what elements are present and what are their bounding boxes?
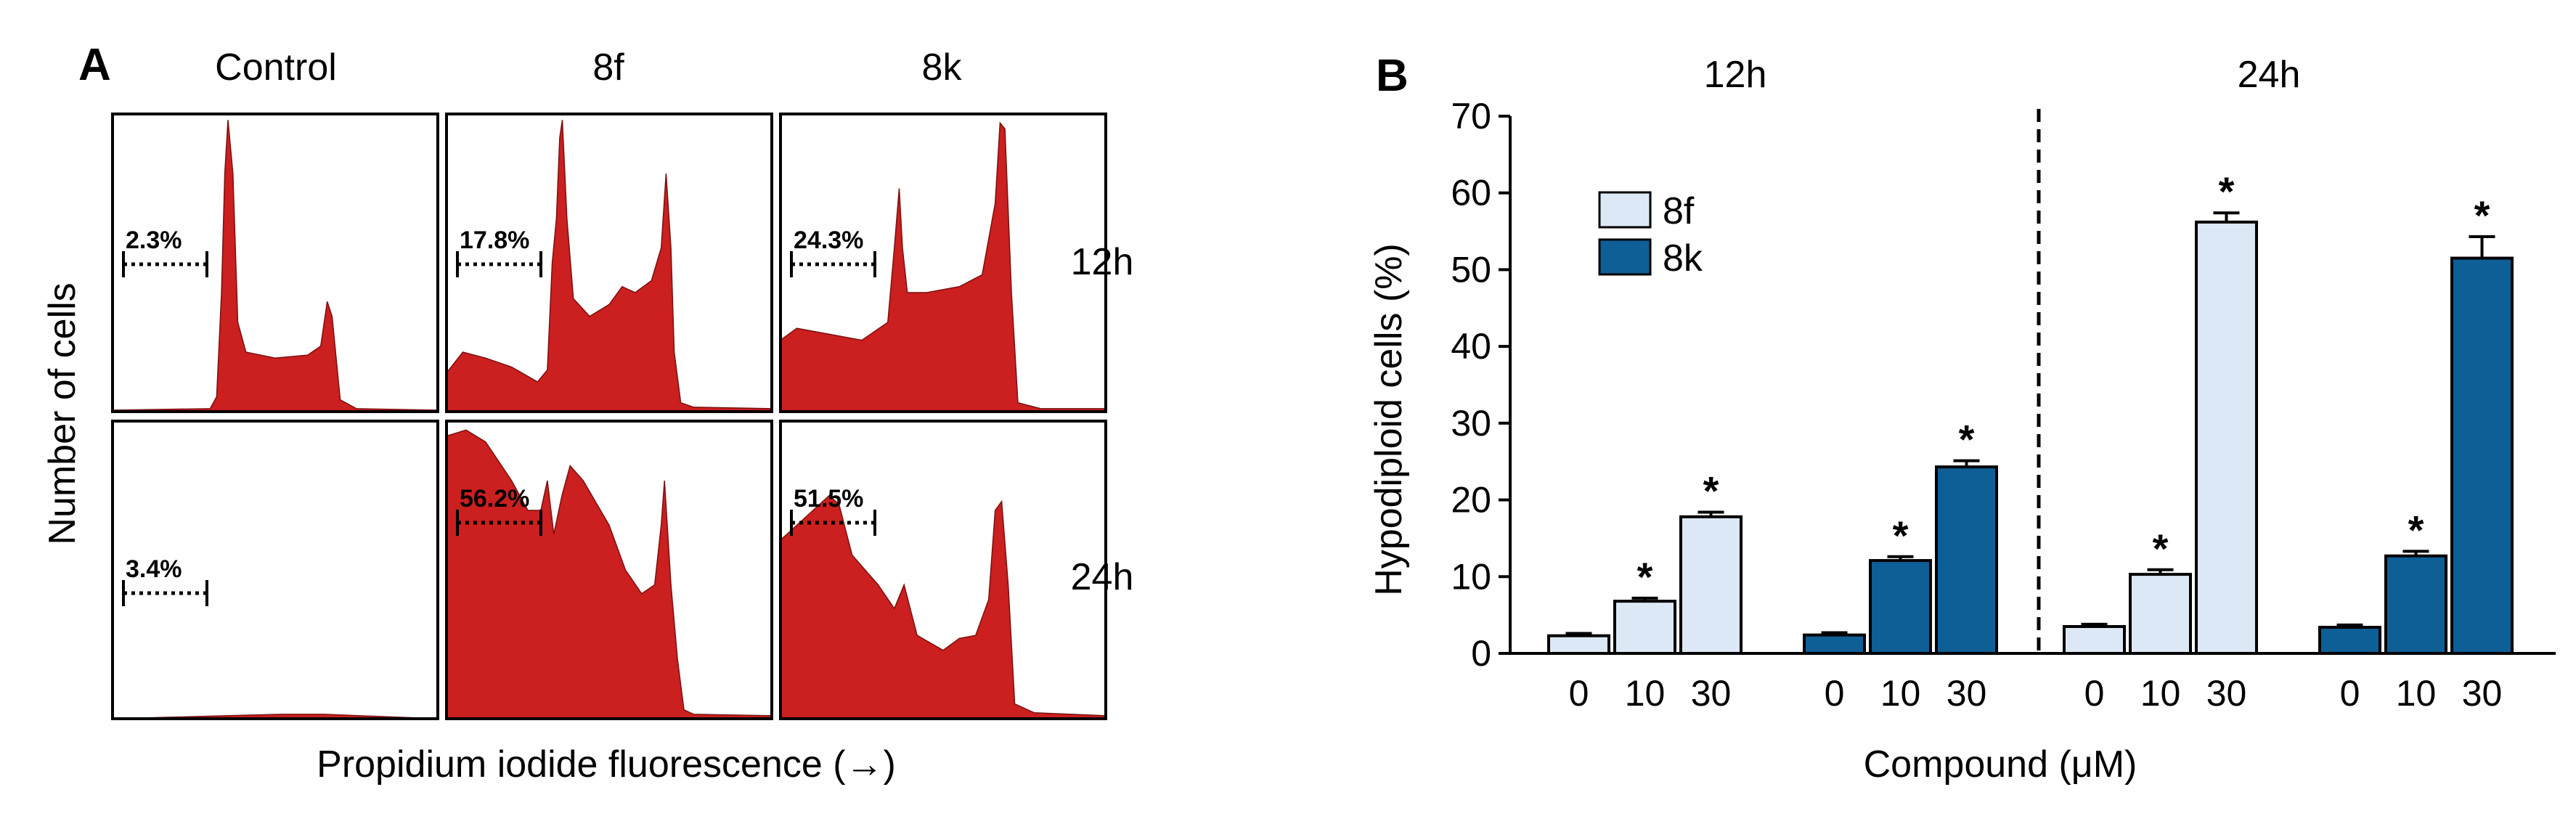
gate-percentage: 56.2% <box>460 485 529 513</box>
col-head-8f: 8f <box>592 46 624 89</box>
x-tick-label: 0 <box>1569 673 1589 714</box>
y-tick-label: 50 <box>1451 249 1491 290</box>
panel-a-letter: A <box>78 40 111 90</box>
legend-swatch-8k <box>1598 238 1652 276</box>
significance-star: * <box>1959 417 1975 462</box>
bar-8k-12h-0 <box>1803 633 1866 656</box>
histogram-panel: 17.8% <box>445 113 773 413</box>
panel-a-ylabel: Number of cells <box>41 282 83 544</box>
y-tick-label: 30 <box>1451 403 1491 444</box>
bar-8f-24h-0 <box>2063 625 2126 655</box>
histogram-panel: 24.3% <box>779 113 1107 413</box>
histogram-curve <box>780 494 1106 719</box>
group-label-24h: 24h <box>2238 54 2301 96</box>
y-tick-label: 40 <box>1451 326 1491 367</box>
histogram-frame <box>111 420 439 720</box>
chart-ylabel: Hypodiploid cells (%) <box>1368 243 1410 596</box>
gate-percentage: 24.3% <box>794 227 863 254</box>
y-tick-label: 20 <box>1451 480 1491 521</box>
histogram-curve <box>446 120 773 412</box>
x-tick-label: 10 <box>2396 673 2437 714</box>
histogram-panel: 2.3% <box>111 113 439 413</box>
histogram-curve <box>446 429 773 719</box>
legend-swatch-8f <box>1598 191 1652 229</box>
bar-8k-24h-0 <box>2318 626 2381 655</box>
histogram-grid: 2.3% 17.8% 24.3% 3.4% 56.2% 51.5% <box>111 113 1107 720</box>
y-tick-label: 10 <box>1451 556 1491 597</box>
histogram-curve <box>780 121 1106 412</box>
x-tick-label: 10 <box>1625 673 1666 714</box>
significance-star: * <box>2153 526 2169 571</box>
group-label-12h: 12h <box>1704 54 1767 96</box>
row-head-24h: 24h <box>1071 556 1134 598</box>
significance-star: * <box>1703 468 1719 513</box>
y-tick-label: 0 <box>1471 633 1491 674</box>
histogram-frame <box>445 420 773 720</box>
bar-8k-12h-10 <box>1869 559 1932 655</box>
histogram-frame <box>779 113 1107 413</box>
bar-8f-12h-10 <box>1613 600 1676 655</box>
histogram-curve <box>112 120 439 412</box>
bar-8f-12h-30 <box>1679 515 1743 655</box>
x-tick-label: 0 <box>2340 673 2360 714</box>
bar-8f-24h-10 <box>2129 573 2192 655</box>
significance-star: * <box>1893 513 1909 558</box>
significance-star: * <box>2219 168 2235 214</box>
legend-label-8k: 8k <box>1663 237 1703 280</box>
histogram-panel: 51.5% <box>779 420 1107 720</box>
panel-b-letter: B <box>1376 51 1409 101</box>
bar-chart: 0 10 20 30 40 50 60 70 0 * 10 * 30 0 * 10 * 30 0 * 10 * 30 0 * 10… <box>1451 96 2556 714</box>
col-head-8k: 8k <box>922 46 963 89</box>
histogram-frame <box>779 420 1107 720</box>
x-tick-label: 10 <box>1880 673 1921 714</box>
significance-star: * <box>2474 192 2490 238</box>
x-tick-label: 30 <box>2462 673 2503 714</box>
x-tick-label: 0 <box>1825 673 1845 714</box>
x-tick-label: 30 <box>1691 673 1732 714</box>
bar-8k-24h-10 <box>2384 554 2447 655</box>
gate-percentage: 17.8% <box>460 227 529 254</box>
bar-8k-12h-30 <box>1935 465 1998 655</box>
x-tick-label: 30 <box>2206 673 2247 714</box>
significance-star: * <box>1637 554 1653 600</box>
gate-percentage: 3.4% <box>126 555 182 583</box>
histogram-frame <box>111 113 439 413</box>
bar-8f-12h-0 <box>1547 634 1610 656</box>
gate-percentage: 51.5% <box>794 485 863 513</box>
row-head-12h: 12h <box>1071 241 1134 283</box>
x-tick-label: 0 <box>2084 673 2105 714</box>
x-tick-label: 30 <box>1947 673 1987 714</box>
y-tick-label: 70 <box>1451 96 1491 136</box>
gate-percentage: 2.3% <box>126 227 182 254</box>
legend-label-8f: 8f <box>1663 190 1695 232</box>
y-tick-label: 60 <box>1451 173 1491 213</box>
bar-8k-24h-30 <box>2450 256 2514 656</box>
bar-8f-24h-30 <box>2195 220 2258 655</box>
x-tick-label: 10 <box>2140 673 2181 714</box>
legend: 8f 8k <box>1598 190 1703 280</box>
histogram-panel: 3.4% <box>111 420 439 720</box>
col-head-control: Control <box>215 46 337 89</box>
histogram-panel: 56.2% <box>445 420 773 720</box>
histogram-frame <box>445 113 773 413</box>
chart-xlabel: Compound (μM) <box>1864 743 2137 786</box>
significance-star: * <box>2408 507 2424 552</box>
panel-a-xlabel: Propidium iodide fluorescence (→) <box>317 743 896 786</box>
